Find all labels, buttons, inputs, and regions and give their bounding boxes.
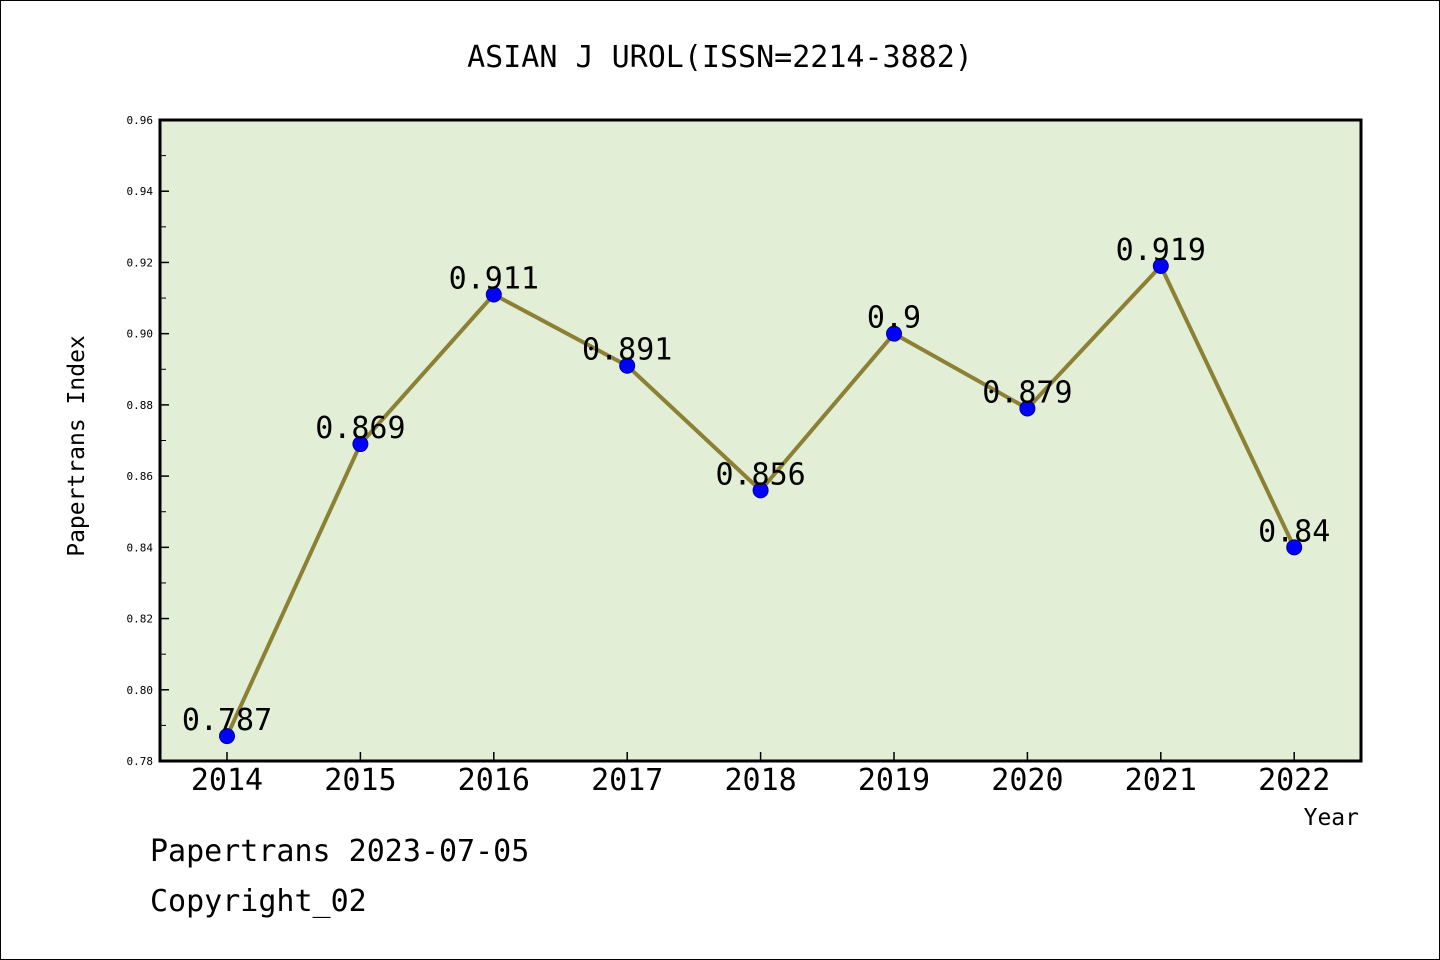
data-point (352, 436, 369, 453)
y-tick-label: 0.92 (127, 256, 154, 269)
data-point (619, 357, 636, 374)
y-tick-label: 0.94 (127, 185, 154, 198)
data-point (752, 482, 769, 499)
footer-date: Papertrans 2023-07-05 (150, 834, 530, 869)
y-tick-label: 0.90 (127, 328, 154, 341)
y-tick-label: 0.96 (127, 114, 154, 127)
data-point (1019, 400, 1036, 417)
y-tick-label: 0.80 (127, 684, 154, 697)
data-label: 0.891 (582, 333, 672, 368)
y-tick-label: 0.78 (127, 755, 154, 768)
series-0: 0.787 0.869 0.911 0.891 0.856 0.9 0.879 0.919 0.… (182, 233, 1330, 745)
x-tick-label: 2015 (324, 763, 396, 798)
x-axis: 2014 2015 2016 2017 2018 2019 2020 2021 2022 (191, 752, 1330, 798)
data-label: 0.879 (982, 375, 1072, 410)
data-label: 0.869 (315, 411, 405, 446)
x-tick-label: 2021 (1125, 763, 1197, 798)
data-point (219, 728, 235, 745)
x-tick-label: 2018 (724, 763, 796, 798)
data-point (1152, 258, 1169, 275)
x-axis-label: Year (1304, 805, 1359, 831)
data-point (886, 325, 902, 342)
x-tick-label: 2019 (858, 763, 930, 798)
data-label: 0.856 (715, 457, 805, 492)
data-label: 0.9 (867, 301, 921, 336)
data-point (485, 286, 502, 303)
footer-copyright: Copyright_02 (150, 884, 367, 919)
data-label: 0.919 (1116, 233, 1206, 268)
y-tick-label: 0.82 (127, 613, 154, 626)
chart-title: ASIAN J UROL(ISSN=2214-3882) (467, 40, 973, 75)
x-tick-label: 2017 (591, 763, 663, 798)
data-label: 0.84 (1258, 514, 1330, 549)
data-label: 0.787 (182, 703, 272, 738)
data-point (1286, 539, 1303, 556)
data-label: 0.911 (449, 261, 539, 296)
x-tick-label: 2016 (458, 763, 530, 798)
x-tick-label: 2014 (191, 763, 263, 798)
y-tick-label: 0.86 (127, 470, 154, 483)
y-axis-label: Papertrans Index (64, 335, 90, 557)
x-tick-label: 2022 (1258, 763, 1330, 798)
y-tick-label: 0.84 (127, 541, 154, 554)
x-tick-label: 2020 (991, 763, 1063, 798)
y-axis: 0.78 0.80 0.82 0.84 0.86 0.88 0.90 0.92 0.94 0.96 (127, 114, 169, 768)
y-tick-label: 0.88 (127, 399, 154, 412)
